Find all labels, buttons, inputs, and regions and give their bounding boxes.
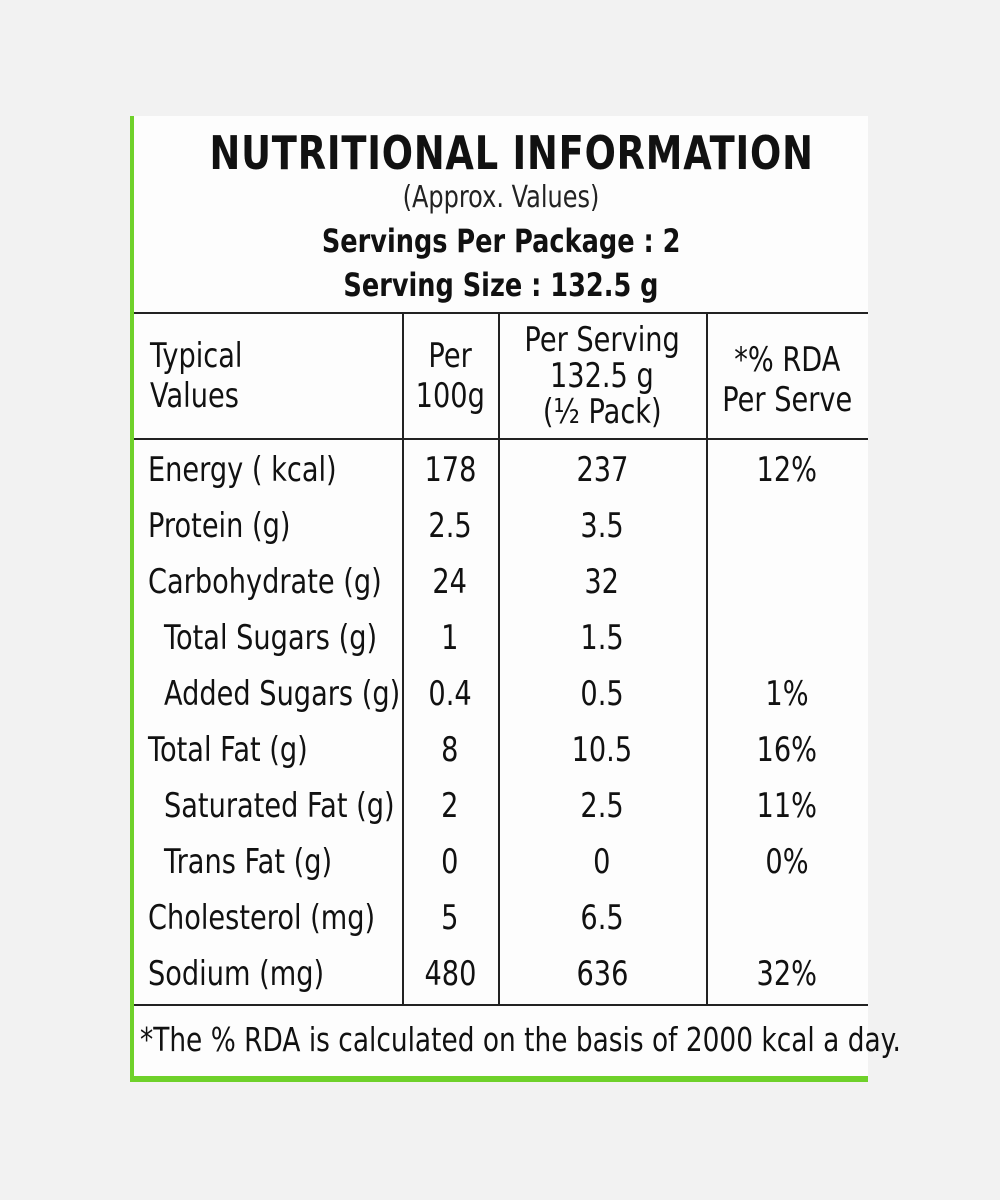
- column-divider: [706, 314, 708, 1004]
- column-divider: [402, 314, 404, 1004]
- value-per-serving: 1.5: [580, 618, 624, 658]
- value-per-serving: 10.5: [571, 730, 633, 770]
- nutrient-name: Protein (g): [148, 506, 291, 546]
- table-row: Total Fat (g) 8 10.5 16%: [134, 722, 868, 778]
- label-title: NUTRITIONAL INFORMATION: [209, 126, 814, 180]
- label-header: NUTRITIONAL INFORMATION (Approx. Values)…: [134, 116, 868, 312]
- nutrient-name: Cholesterol (mg): [148, 898, 376, 938]
- table-row: Total Sugars (g) 1 1.5: [134, 610, 868, 666]
- nutrient-name: Sodium (mg): [148, 954, 325, 994]
- value-per-100g: 24: [432, 562, 468, 602]
- value-per-100g: 8: [441, 730, 459, 770]
- header-per-serving: Per Serving 132.5 g (½ Pack): [524, 320, 680, 432]
- value-per-serving: 636: [576, 954, 628, 994]
- nutrition-label: NUTRITIONAL INFORMATION (Approx. Values)…: [130, 116, 901, 1082]
- nutrient-name: Carbohydrate (g): [148, 562, 382, 602]
- table-row: Added Sugars (g) 0.4 0.5 1%: [134, 666, 868, 722]
- table-row: Trans Fat (g) 0 0 0%: [134, 834, 868, 890]
- value-rda: 0%: [765, 842, 809, 882]
- value-per-100g: 0.4: [428, 674, 472, 714]
- nutrient-name: Energy ( kcal): [148, 450, 337, 490]
- column-divider: [498, 314, 500, 1004]
- value-rda: [706, 610, 868, 666]
- value-per-serving: 0: [593, 842, 611, 882]
- value-per-100g: 2: [441, 786, 459, 826]
- value-rda: [706, 890, 868, 946]
- value-per-100g: 0: [441, 842, 459, 882]
- table-row: Carbohydrate (g) 24 32: [134, 554, 868, 610]
- nutrient-name: Trans Fat (g): [164, 842, 333, 882]
- value-per-100g: 178: [424, 450, 476, 490]
- value-per-serving: 6.5: [580, 898, 624, 938]
- rda-footnote: *The % RDA is calculated on the basis of…: [140, 1020, 901, 1059]
- nutrient-name: Total Sugars (g): [164, 618, 378, 658]
- value-per-serving: 3.5: [580, 506, 624, 546]
- nutrient-name: Total Fat (g): [148, 730, 308, 770]
- value-rda: 11%: [756, 786, 818, 826]
- value-per-100g: 5: [441, 898, 459, 938]
- value-rda: 12%: [756, 450, 818, 490]
- header-rda: *% RDA Per Serve: [722, 340, 853, 420]
- value-per-100g: 1: [441, 618, 459, 658]
- table-row: Sodium (mg) 480 636 32%: [134, 946, 868, 1002]
- serving-size: Serving Size : 132.5 g: [343, 266, 659, 304]
- value-per-serving: 2.5: [580, 786, 624, 826]
- value-per-serving: 237: [576, 450, 628, 490]
- header-per-100g: Per 100g: [415, 336, 485, 416]
- value-per-serving: 0.5: [580, 674, 624, 714]
- servings-per-package: Servings Per Package : 2: [321, 222, 681, 260]
- value-rda: [706, 554, 868, 610]
- table-row: Protein (g) 2.5 3.5: [134, 498, 868, 554]
- value-rda: 1%: [765, 674, 809, 714]
- value-per-serving: 32: [584, 562, 620, 602]
- value-per-100g: 2.5: [428, 506, 472, 546]
- value-rda: 32%: [756, 954, 818, 994]
- table-row: Energy ( kcal) 178 237 12%: [134, 442, 868, 498]
- header-typical-values: Typical Values: [150, 336, 243, 416]
- value-per-100g: 480: [424, 954, 476, 994]
- label-subtitle: (Approx. Values): [402, 180, 600, 215]
- table-row: Saturated Fat (g) 2 2.5 11%: [134, 778, 868, 834]
- nutrient-name: Added Sugars (g): [164, 674, 401, 714]
- value-rda: [706, 498, 868, 554]
- value-rda: 16%: [756, 730, 818, 770]
- table-row: Cholesterol (mg) 5 6.5: [134, 890, 868, 946]
- header-divider: [134, 438, 868, 440]
- nutrition-table: Typical Values Per 100g Per Serving 132.…: [134, 312, 868, 1006]
- nutrient-name: Saturated Fat (g): [164, 786, 395, 826]
